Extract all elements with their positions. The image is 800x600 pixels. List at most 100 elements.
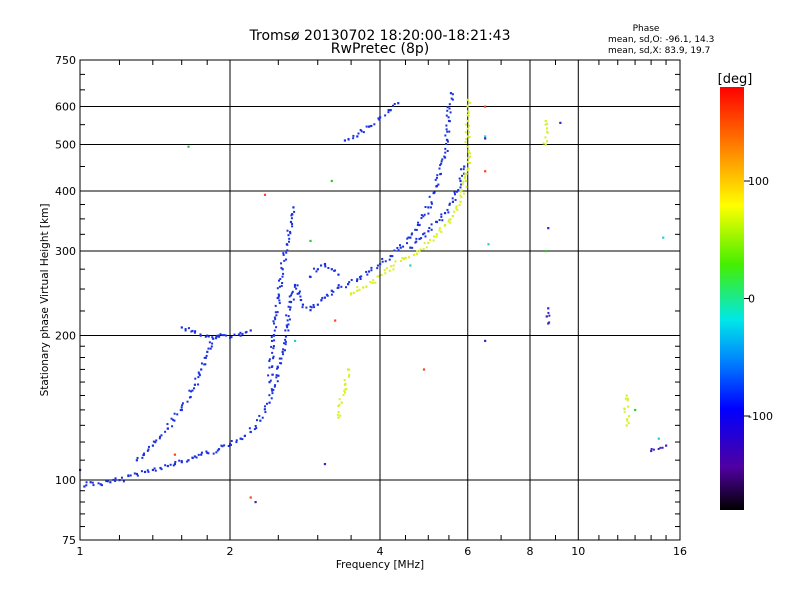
data-point: [255, 427, 258, 430]
data-point: [545, 315, 548, 318]
data-point: [358, 288, 361, 291]
data-point: [466, 113, 469, 116]
data-point: [332, 290, 335, 293]
data-point: [112, 478, 115, 481]
data-point: [278, 285, 281, 288]
data-point: [309, 239, 312, 243]
data-point: [275, 314, 278, 317]
data-point: [467, 150, 470, 153]
data-point: [180, 461, 183, 464]
data-point: [373, 123, 376, 126]
data-point: [358, 276, 361, 279]
data-point: [627, 422, 630, 425]
data-point: [199, 333, 202, 336]
y-tick-label: 750: [55, 54, 76, 67]
data-point: [430, 228, 433, 231]
data-point: [184, 329, 187, 332]
data-point: [200, 453, 203, 456]
data-point: [297, 292, 301, 295]
data-point: [100, 484, 103, 487]
data-point: [191, 329, 194, 332]
x-tick-label: 4: [377, 545, 384, 558]
data-point: [448, 120, 451, 123]
data-point: [459, 186, 462, 189]
data-point: [416, 253, 419, 256]
data-point: [221, 334, 224, 337]
data-point: [229, 444, 232, 447]
data-point: [337, 416, 340, 419]
data-point: [336, 287, 339, 290]
data-point: [288, 318, 291, 321]
data-point: [181, 402, 184, 405]
x-tick-label: 6: [464, 545, 471, 558]
data-point: [427, 206, 430, 209]
data-point: [270, 388, 273, 391]
data-point: [200, 362, 203, 365]
data-point: [324, 263, 327, 266]
data-point: [273, 316, 276, 319]
data-point: [460, 168, 463, 171]
data-point: [172, 418, 175, 421]
data-point: [164, 464, 167, 467]
data-point: [293, 285, 296, 288]
data-point: [449, 111, 452, 114]
data-point: [274, 318, 277, 321]
data-point: [465, 138, 468, 141]
data-point: [215, 337, 218, 340]
data-point: [273, 322, 276, 325]
data-point: [230, 336, 233, 339]
data-point: [263, 405, 266, 408]
data-point: [291, 225, 294, 228]
data-point: [626, 419, 629, 422]
data-point: [344, 382, 347, 385]
data-point: [466, 135, 469, 138]
data-point: [289, 306, 292, 309]
data-point: [229, 442, 232, 445]
data-point: [443, 212, 447, 215]
data-point: [434, 178, 437, 181]
data-point: [216, 449, 219, 452]
data-point: [330, 268, 333, 271]
data-point: [459, 179, 462, 183]
data-point: [546, 130, 549, 133]
data-point: [429, 238, 432, 241]
data-point: [293, 210, 296, 213]
data-point: [171, 425, 174, 428]
data-point: [293, 283, 297, 287]
data-point: [325, 293, 328, 296]
data-point: [330, 293, 333, 296]
data-point: [443, 224, 446, 227]
data-point: [365, 285, 368, 288]
data-point: [435, 233, 438, 236]
data-point: [348, 373, 351, 376]
data-point: [180, 459, 183, 462]
data-point: [430, 223, 433, 226]
data-point: [323, 296, 327, 299]
data-point: [626, 397, 629, 400]
data-point: [160, 468, 163, 471]
x-tick-label: 1: [77, 545, 84, 558]
data-point: [280, 357, 283, 360]
data-point: [467, 156, 470, 159]
data-point: [309, 305, 312, 308]
data-point: [438, 219, 441, 222]
data-point: [466, 105, 469, 108]
data-point: [446, 130, 449, 133]
colorbar-tick-label: 100: [748, 175, 769, 188]
data-point: [143, 452, 146, 455]
data-point: [291, 290, 294, 293]
data-point: [334, 319, 337, 322]
data-point: [418, 223, 421, 227]
data-point: [370, 269, 373, 272]
data-point: [416, 223, 419, 226]
data-point: [285, 314, 288, 317]
data-point: [208, 341, 211, 344]
data-point: [324, 265, 327, 268]
data-point: [338, 404, 341, 407]
data-point: [206, 350, 209, 353]
data-point: [198, 372, 201, 375]
data-point: [446, 106, 449, 109]
data-point: [626, 399, 629, 402]
data-point: [626, 418, 629, 421]
data-point: [205, 354, 208, 357]
